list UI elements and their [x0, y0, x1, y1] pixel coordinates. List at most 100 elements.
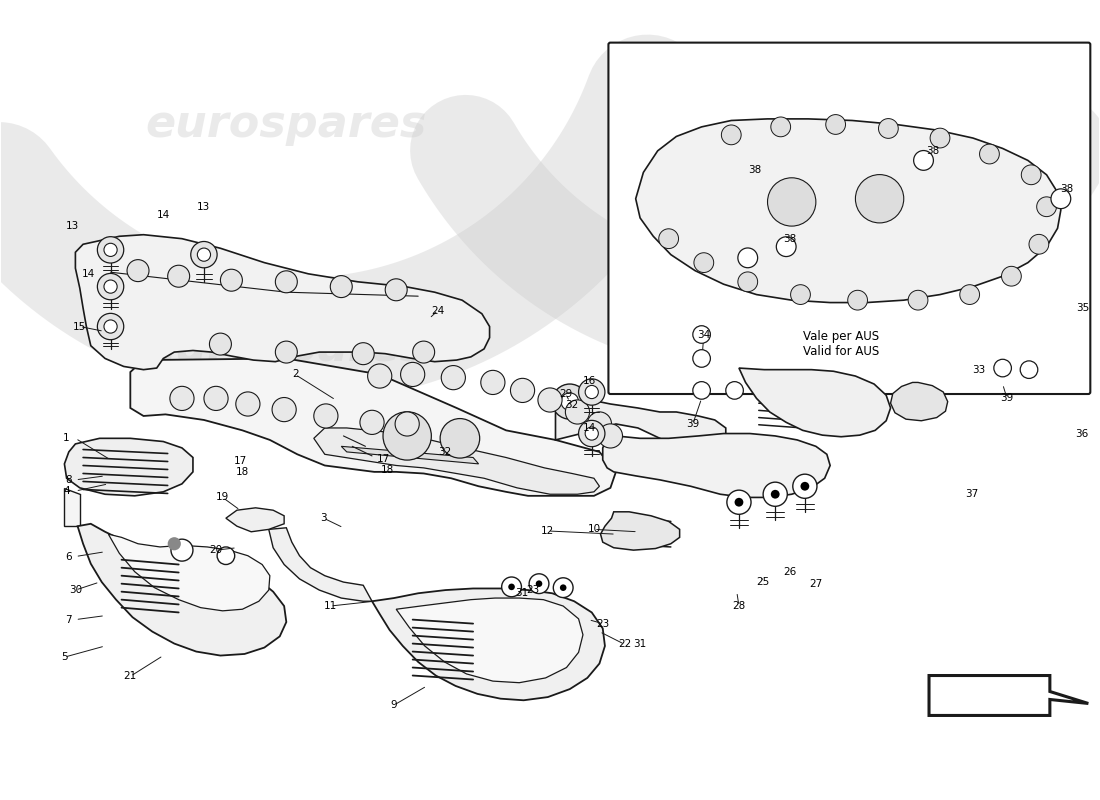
Polygon shape	[65, 438, 192, 496]
Circle shape	[272, 398, 296, 422]
Circle shape	[914, 150, 934, 170]
Circle shape	[204, 386, 228, 410]
Circle shape	[732, 387, 738, 394]
Circle shape	[400, 362, 425, 386]
Text: 20: 20	[209, 545, 222, 555]
Circle shape	[169, 386, 194, 410]
Circle shape	[909, 290, 928, 310]
Text: 10: 10	[587, 524, 601, 534]
Circle shape	[735, 498, 744, 506]
Circle shape	[763, 482, 788, 506]
Circle shape	[367, 364, 392, 388]
Polygon shape	[130, 358, 616, 496]
Circle shape	[579, 420, 605, 446]
Circle shape	[768, 178, 816, 226]
Text: 26: 26	[783, 567, 796, 578]
Text: 32: 32	[438, 447, 451, 457]
Circle shape	[167, 537, 180, 550]
Polygon shape	[65, 488, 80, 526]
Text: 37: 37	[965, 490, 979, 499]
Circle shape	[879, 118, 899, 138]
Circle shape	[170, 539, 192, 561]
Circle shape	[235, 392, 260, 416]
Circle shape	[848, 290, 868, 310]
Text: 32: 32	[565, 400, 579, 410]
Circle shape	[98, 274, 123, 300]
Circle shape	[553, 578, 573, 598]
Circle shape	[659, 229, 679, 249]
Circle shape	[1036, 197, 1056, 217]
Circle shape	[993, 359, 1011, 377]
Text: 13: 13	[197, 202, 210, 212]
Text: eurospares: eurospares	[145, 103, 427, 146]
Text: 8: 8	[66, 475, 73, 485]
Circle shape	[314, 404, 338, 428]
Text: 27: 27	[810, 578, 823, 589]
Polygon shape	[930, 675, 1088, 715]
Circle shape	[441, 366, 465, 390]
Text: 39: 39	[1000, 394, 1013, 403]
Circle shape	[104, 280, 117, 293]
Text: 16: 16	[583, 376, 596, 386]
Text: 9: 9	[390, 700, 397, 710]
Circle shape	[745, 254, 751, 261]
Circle shape	[126, 260, 148, 282]
Text: 14: 14	[156, 210, 169, 220]
Circle shape	[931, 128, 950, 148]
Circle shape	[98, 237, 123, 263]
Text: 35: 35	[1076, 303, 1089, 313]
Polygon shape	[372, 589, 605, 700]
Circle shape	[510, 378, 535, 402]
Circle shape	[167, 266, 189, 287]
Polygon shape	[739, 368, 891, 437]
Text: 33: 33	[971, 365, 986, 374]
Circle shape	[220, 270, 242, 291]
Text: 18: 18	[381, 466, 394, 475]
Polygon shape	[636, 119, 1060, 302]
Polygon shape	[556, 392, 726, 450]
Circle shape	[585, 386, 598, 398]
Text: 6: 6	[66, 551, 73, 562]
Text: 1: 1	[64, 434, 70, 443]
Text: 36: 36	[1075, 429, 1088, 438]
Text: 39: 39	[686, 419, 700, 429]
Circle shape	[980, 144, 999, 164]
Polygon shape	[601, 512, 680, 550]
Circle shape	[536, 580, 542, 587]
Circle shape	[565, 400, 590, 424]
Circle shape	[801, 482, 810, 490]
Circle shape	[856, 174, 904, 223]
Circle shape	[104, 243, 117, 257]
Circle shape	[412, 341, 434, 363]
Circle shape	[383, 412, 431, 460]
Text: 11: 11	[323, 601, 337, 611]
Circle shape	[791, 285, 811, 305]
Text: 28: 28	[733, 601, 746, 611]
Circle shape	[481, 370, 505, 394]
Circle shape	[275, 341, 297, 363]
Circle shape	[698, 387, 705, 394]
Circle shape	[727, 490, 751, 514]
Text: 19: 19	[216, 493, 229, 502]
Circle shape	[538, 388, 562, 412]
FancyBboxPatch shape	[608, 42, 1090, 394]
Polygon shape	[226, 508, 284, 532]
Circle shape	[598, 424, 623, 448]
Circle shape	[98, 314, 123, 340]
Circle shape	[275, 271, 297, 293]
Circle shape	[209, 333, 231, 355]
Circle shape	[360, 410, 384, 434]
Text: Vale per AUS
Valid for AUS: Vale per AUS Valid for AUS	[803, 330, 879, 358]
Circle shape	[552, 384, 587, 419]
Text: 22: 22	[618, 639, 631, 650]
Text: 24: 24	[431, 306, 444, 315]
Circle shape	[771, 490, 780, 498]
Text: 38: 38	[783, 234, 796, 244]
Circle shape	[1050, 189, 1070, 209]
Circle shape	[698, 355, 705, 362]
Circle shape	[738, 248, 758, 268]
Circle shape	[698, 331, 705, 338]
Circle shape	[585, 427, 598, 440]
Circle shape	[999, 365, 1005, 371]
Circle shape	[190, 242, 217, 268]
